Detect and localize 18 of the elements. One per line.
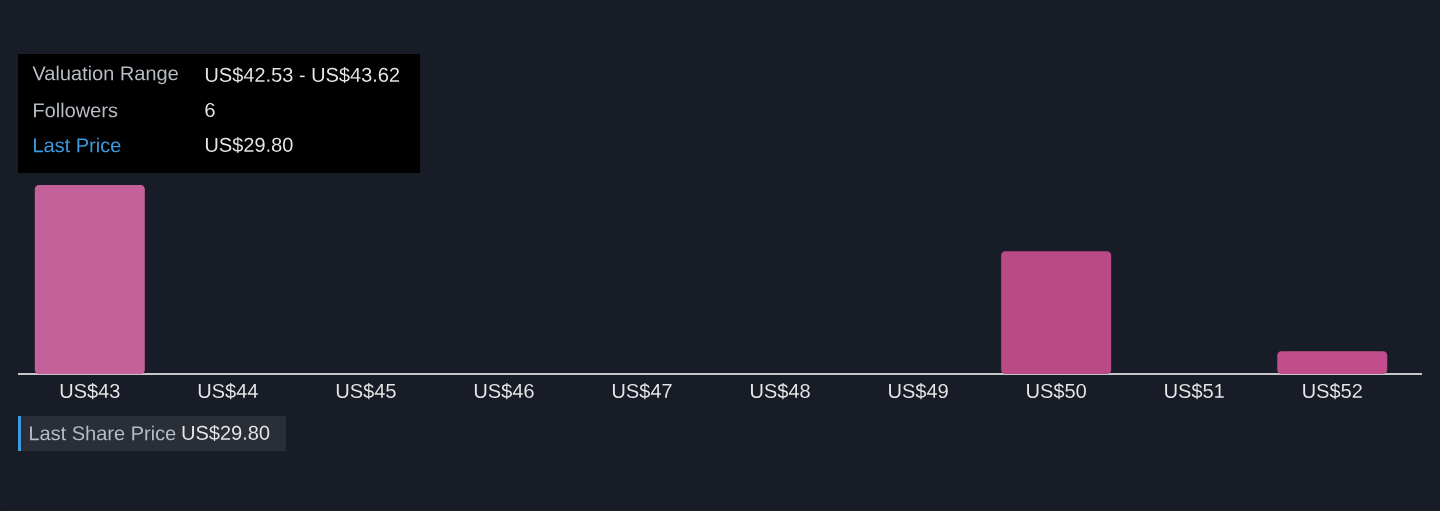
x-tick-label: US$47 <box>612 383 672 400</box>
text: US$42.53 - US$43.62 <box>205 66 400 84</box>
text: Last Share Price <box>30 425 176 441</box>
text: Followers <box>34 102 118 118</box>
text: Last Price <box>34 137 121 153</box>
x-tick-label: US$52 <box>1303 383 1362 400</box>
x-tick-label: US$49 <box>889 383 948 400</box>
text: US$29.80 <box>205 136 293 154</box>
x-tick-label: US$45 <box>336 383 396 400</box>
x-tick-label: US$48 <box>751 383 810 400</box>
text: 6 <box>205 102 215 118</box>
text: US$29.80 <box>182 424 270 442</box>
text: Valuation Range <box>32 65 178 85</box>
x-tick-label: US$51 <box>1165 383 1224 400</box>
x-tick-label: US$50 <box>1027 383 1086 400</box>
x-tick-label: US$44 <box>198 383 258 400</box>
x-tick-label: US$46 <box>474 383 534 400</box>
x-tick-label: US$43 <box>60 383 120 400</box>
